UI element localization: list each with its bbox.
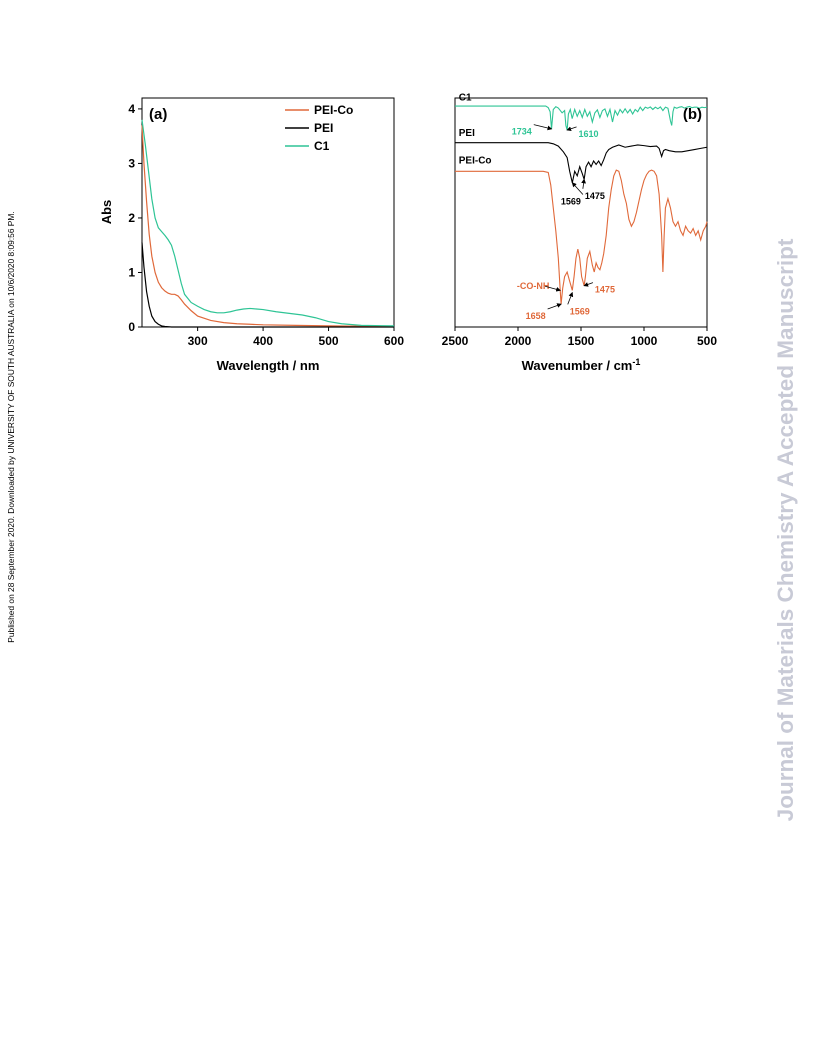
- x-tick-label-4: 500: [697, 334, 717, 348]
- x-tick-label-0: 2500: [442, 334, 469, 348]
- legend-label-pei: PEI: [314, 121, 333, 135]
- series-line-c1: [455, 105, 708, 131]
- peak-arrow-5: [547, 303, 562, 310]
- series-label-pei: PEI: [459, 128, 475, 139]
- panel-label-b: (b): [683, 106, 702, 123]
- y-tick-label-1: 1: [128, 265, 135, 279]
- x-tick-label-0: 300: [188, 334, 208, 348]
- y-tick-label-0: 0: [128, 320, 135, 334]
- sidebar-journal-watermark: Journal of Materials Chemistry A Accepte…: [762, 140, 802, 920]
- peak-annotation-4: -CO-NH: [517, 281, 550, 291]
- y-tick-label-3: 3: [128, 156, 135, 170]
- journal-watermark-text: Journal of Materials Chemistry A Accepte…: [773, 238, 798, 821]
- peak-annotation-6: 1569: [570, 306, 590, 316]
- peak-arrow-6: [567, 291, 574, 305]
- y-axis-label: Abs: [99, 200, 114, 225]
- x-axis-label: Wavenumber / cm-1: [522, 357, 641, 373]
- ftir-chart: 2500 2000 1500 1000 500 C1 PEI PEI-Co 1734 1610…: [435, 92, 725, 382]
- peak-annotation-7: 1475: [595, 285, 615, 295]
- series-line-pei-co: [455, 169, 708, 305]
- sidebar-publication-text: Published on 28 September 2020. Download…: [6, 211, 16, 642]
- peak-annotation-5: 1658: [526, 311, 546, 321]
- series-line-pei: [141, 242, 394, 328]
- series-line-pei: [455, 142, 708, 183]
- x-axis-label: Wavelength / nm: [217, 358, 320, 373]
- x-tick-label-2: 1500: [568, 334, 595, 348]
- peak-arrow-1: [566, 126, 577, 132]
- peak-annotation-2: 1569: [561, 196, 581, 206]
- sidebar-publication-notice: Published on 28 September 2020. Download…: [4, 155, 18, 700]
- y-tick-label-2: 2: [128, 211, 135, 225]
- series-line-c1: [141, 119, 395, 327]
- uv-vis-chart: 300 400 500 600 0 1 2 3 4 PEI-Co PEI C1 (a) Wavele…: [95, 92, 405, 382]
- x-tick-label-1: 2000: [505, 334, 532, 348]
- peak-arrow-0: [533, 124, 553, 131]
- legend-label-pei-co: PEI-Co: [314, 103, 353, 117]
- peak-annotation-0: 1734: [512, 127, 532, 137]
- plot-frame: [141, 97, 395, 328]
- series-label-c1: C1: [459, 92, 472, 103]
- x-tick-label-3: 600: [384, 334, 404, 348]
- x-tick-label-1: 400: [253, 334, 273, 348]
- x-tick-label-3: 1000: [631, 334, 658, 348]
- peak-arrow-2: [571, 182, 584, 195]
- peak-arrow-3: [581, 178, 586, 189]
- peak-annotation-3: 1475: [585, 191, 605, 201]
- panel-label-a: (a): [149, 106, 167, 123]
- peak-annotation-1: 1610: [579, 129, 599, 139]
- series-line-pei-co: [141, 125, 395, 328]
- y-tick-label-4: 4: [128, 102, 135, 116]
- series-label-pei-co: PEI-Co: [459, 155, 492, 166]
- x-axis-label-text: Wavenumber / cm: [522, 358, 633, 373]
- peak-arrow-4: [545, 285, 561, 292]
- x-axis-label-superscript: -1: [632, 357, 640, 367]
- peak-arrow-7: [583, 282, 594, 287]
- legend-label-c1: C1: [314, 139, 330, 153]
- x-tick-label-2: 500: [319, 334, 339, 348]
